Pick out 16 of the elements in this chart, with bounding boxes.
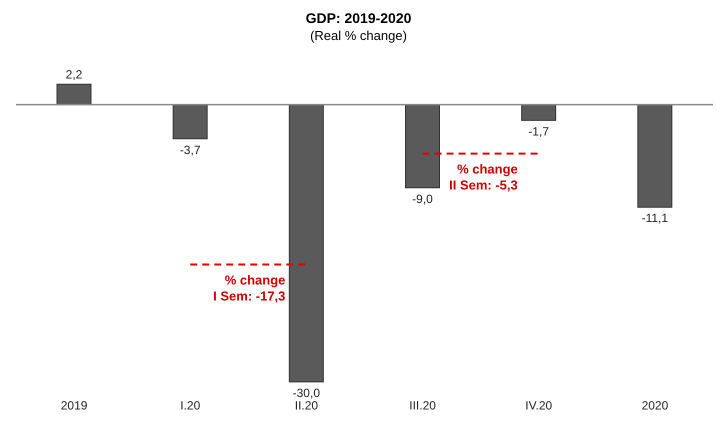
x-tick-label: 2020	[642, 398, 669, 413]
chart-subtitle: (Real % change)	[309, 28, 408, 43]
annotation: % change I Sem: -17,3	[213, 272, 286, 304]
data-label: -11,1	[642, 211, 668, 226]
data-label: -30,0	[292, 386, 320, 400]
data-label: -1,7	[528, 124, 550, 138]
chart-title: GDP: 2019-2020	[304, 10, 412, 26]
x-tick-label: II.20	[294, 398, 318, 413]
x-tick-label: III.20	[409, 398, 436, 413]
data-label: -9,0	[412, 192, 434, 206]
x-tick-label: 2019	[60, 398, 88, 413]
data-label: -3,7	[180, 142, 201, 157]
x-tick-label: I.20	[180, 398, 201, 413]
annotation: % change II Sem: -5,3	[449, 162, 518, 193]
data-label: 2,2	[66, 67, 83, 82]
x-tick-label: IV.20	[525, 398, 553, 413]
